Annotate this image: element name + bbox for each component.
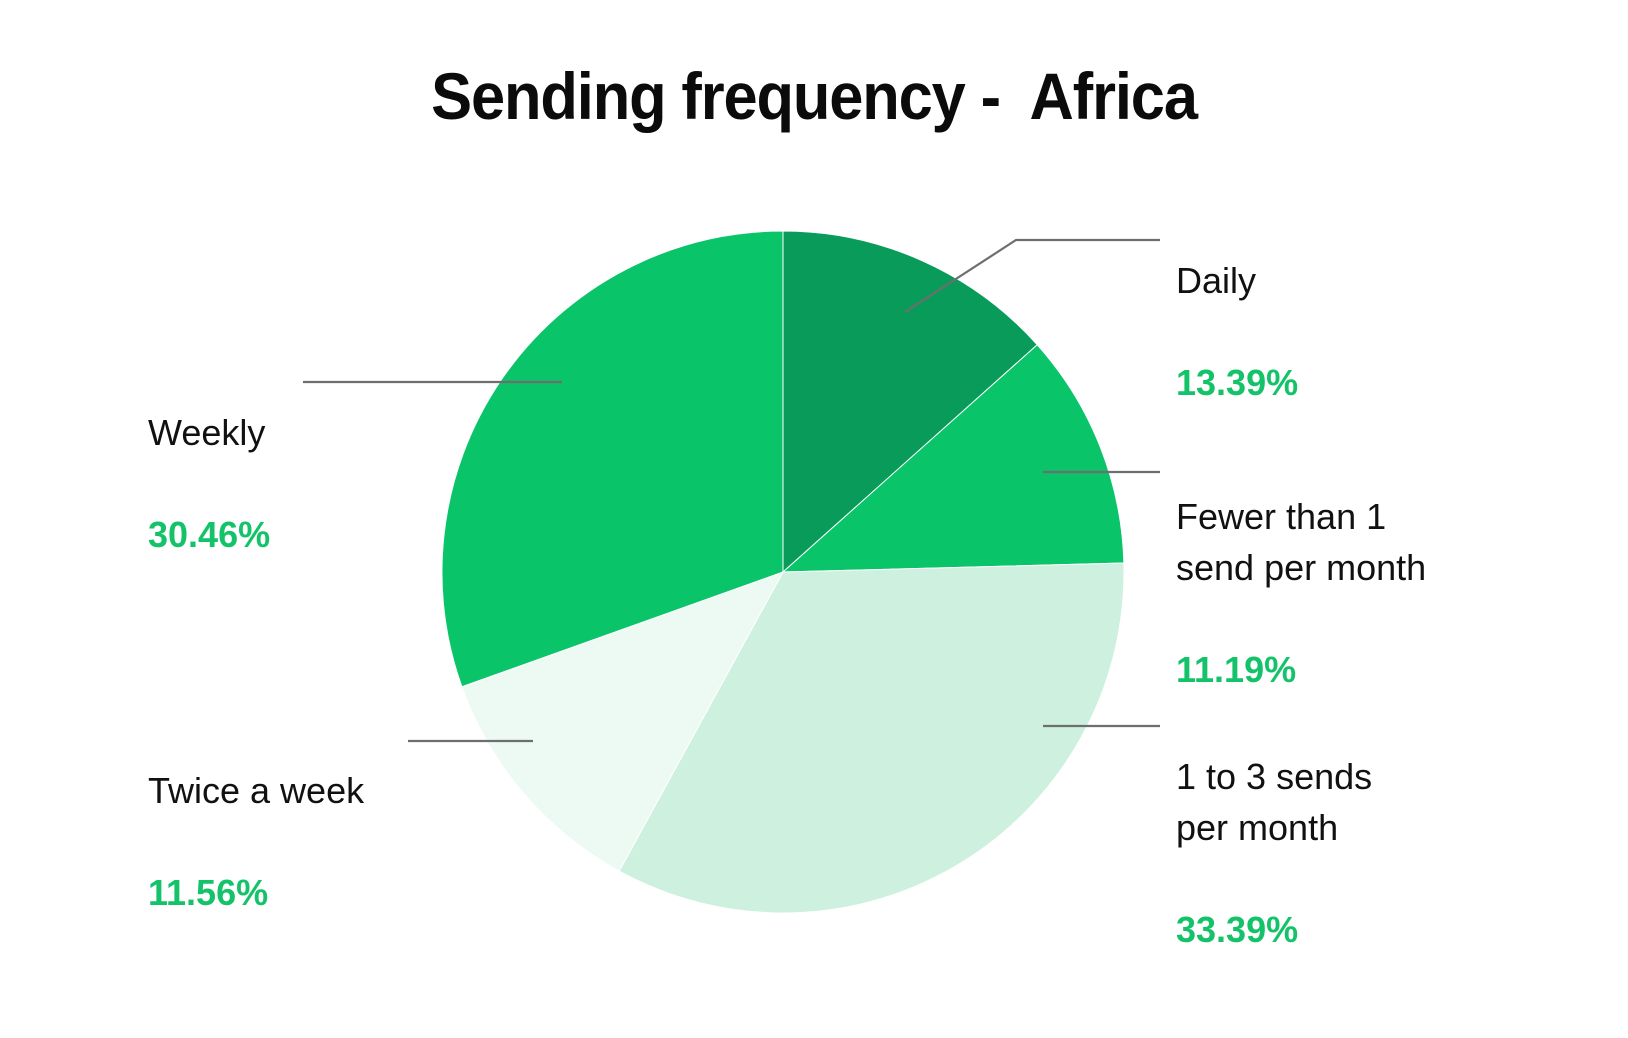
- callout-weekly-percent: 30.46%: [148, 514, 271, 555]
- callout-twice-a-week: Twice a week 11.56%: [148, 714, 364, 969]
- pie-slice-daily[interactable]: [782, 230, 1038, 574]
- callout-fewer-percent: 11.19%: [1176, 649, 1297, 690]
- callout-weekly-category: Weekly: [148, 412, 266, 453]
- pie-slice-weekly[interactable]: [441, 230, 784, 688]
- pie-slice-1-to-3-sends-per-month[interactable]: [618, 562, 1125, 914]
- callout-twice-category: Twice a week: [148, 770, 365, 811]
- leader-line-group: [303, 238, 1160, 743]
- pie-slice-twice-a-week[interactable]: [461, 571, 785, 872]
- callout-onetothree-category: 1 to 3 sends per month: [1176, 756, 1373, 848]
- callout-fewer-category: Fewer than 1 send per month: [1176, 496, 1427, 588]
- callout-weekly: Weekly 30.46%: [148, 356, 270, 611]
- pie-slice-group: [441, 230, 1125, 914]
- callout-1-to-3-sends-per-month: 1 to 3 sends per month 33.39%: [1176, 700, 1476, 1006]
- callout-onetothree-percent: 33.39%: [1176, 909, 1299, 950]
- leader-line-daily: [904, 238, 1160, 313]
- callout-daily-category: Daily: [1176, 260, 1257, 301]
- pie-slice-fewer-than-1-send-per-month[interactable]: [781, 344, 1125, 573]
- callout-twice-percent: 11.56%: [148, 872, 269, 913]
- callout-fewer-than-1-send-per-month: Fewer than 1 send per month 11.19%: [1176, 440, 1476, 746]
- callout-daily-percent: 13.39%: [1176, 362, 1299, 403]
- callout-daily: Daily 13.39%: [1176, 204, 1298, 459]
- page-title: Sending frequency - Africa: [431, 59, 1198, 133]
